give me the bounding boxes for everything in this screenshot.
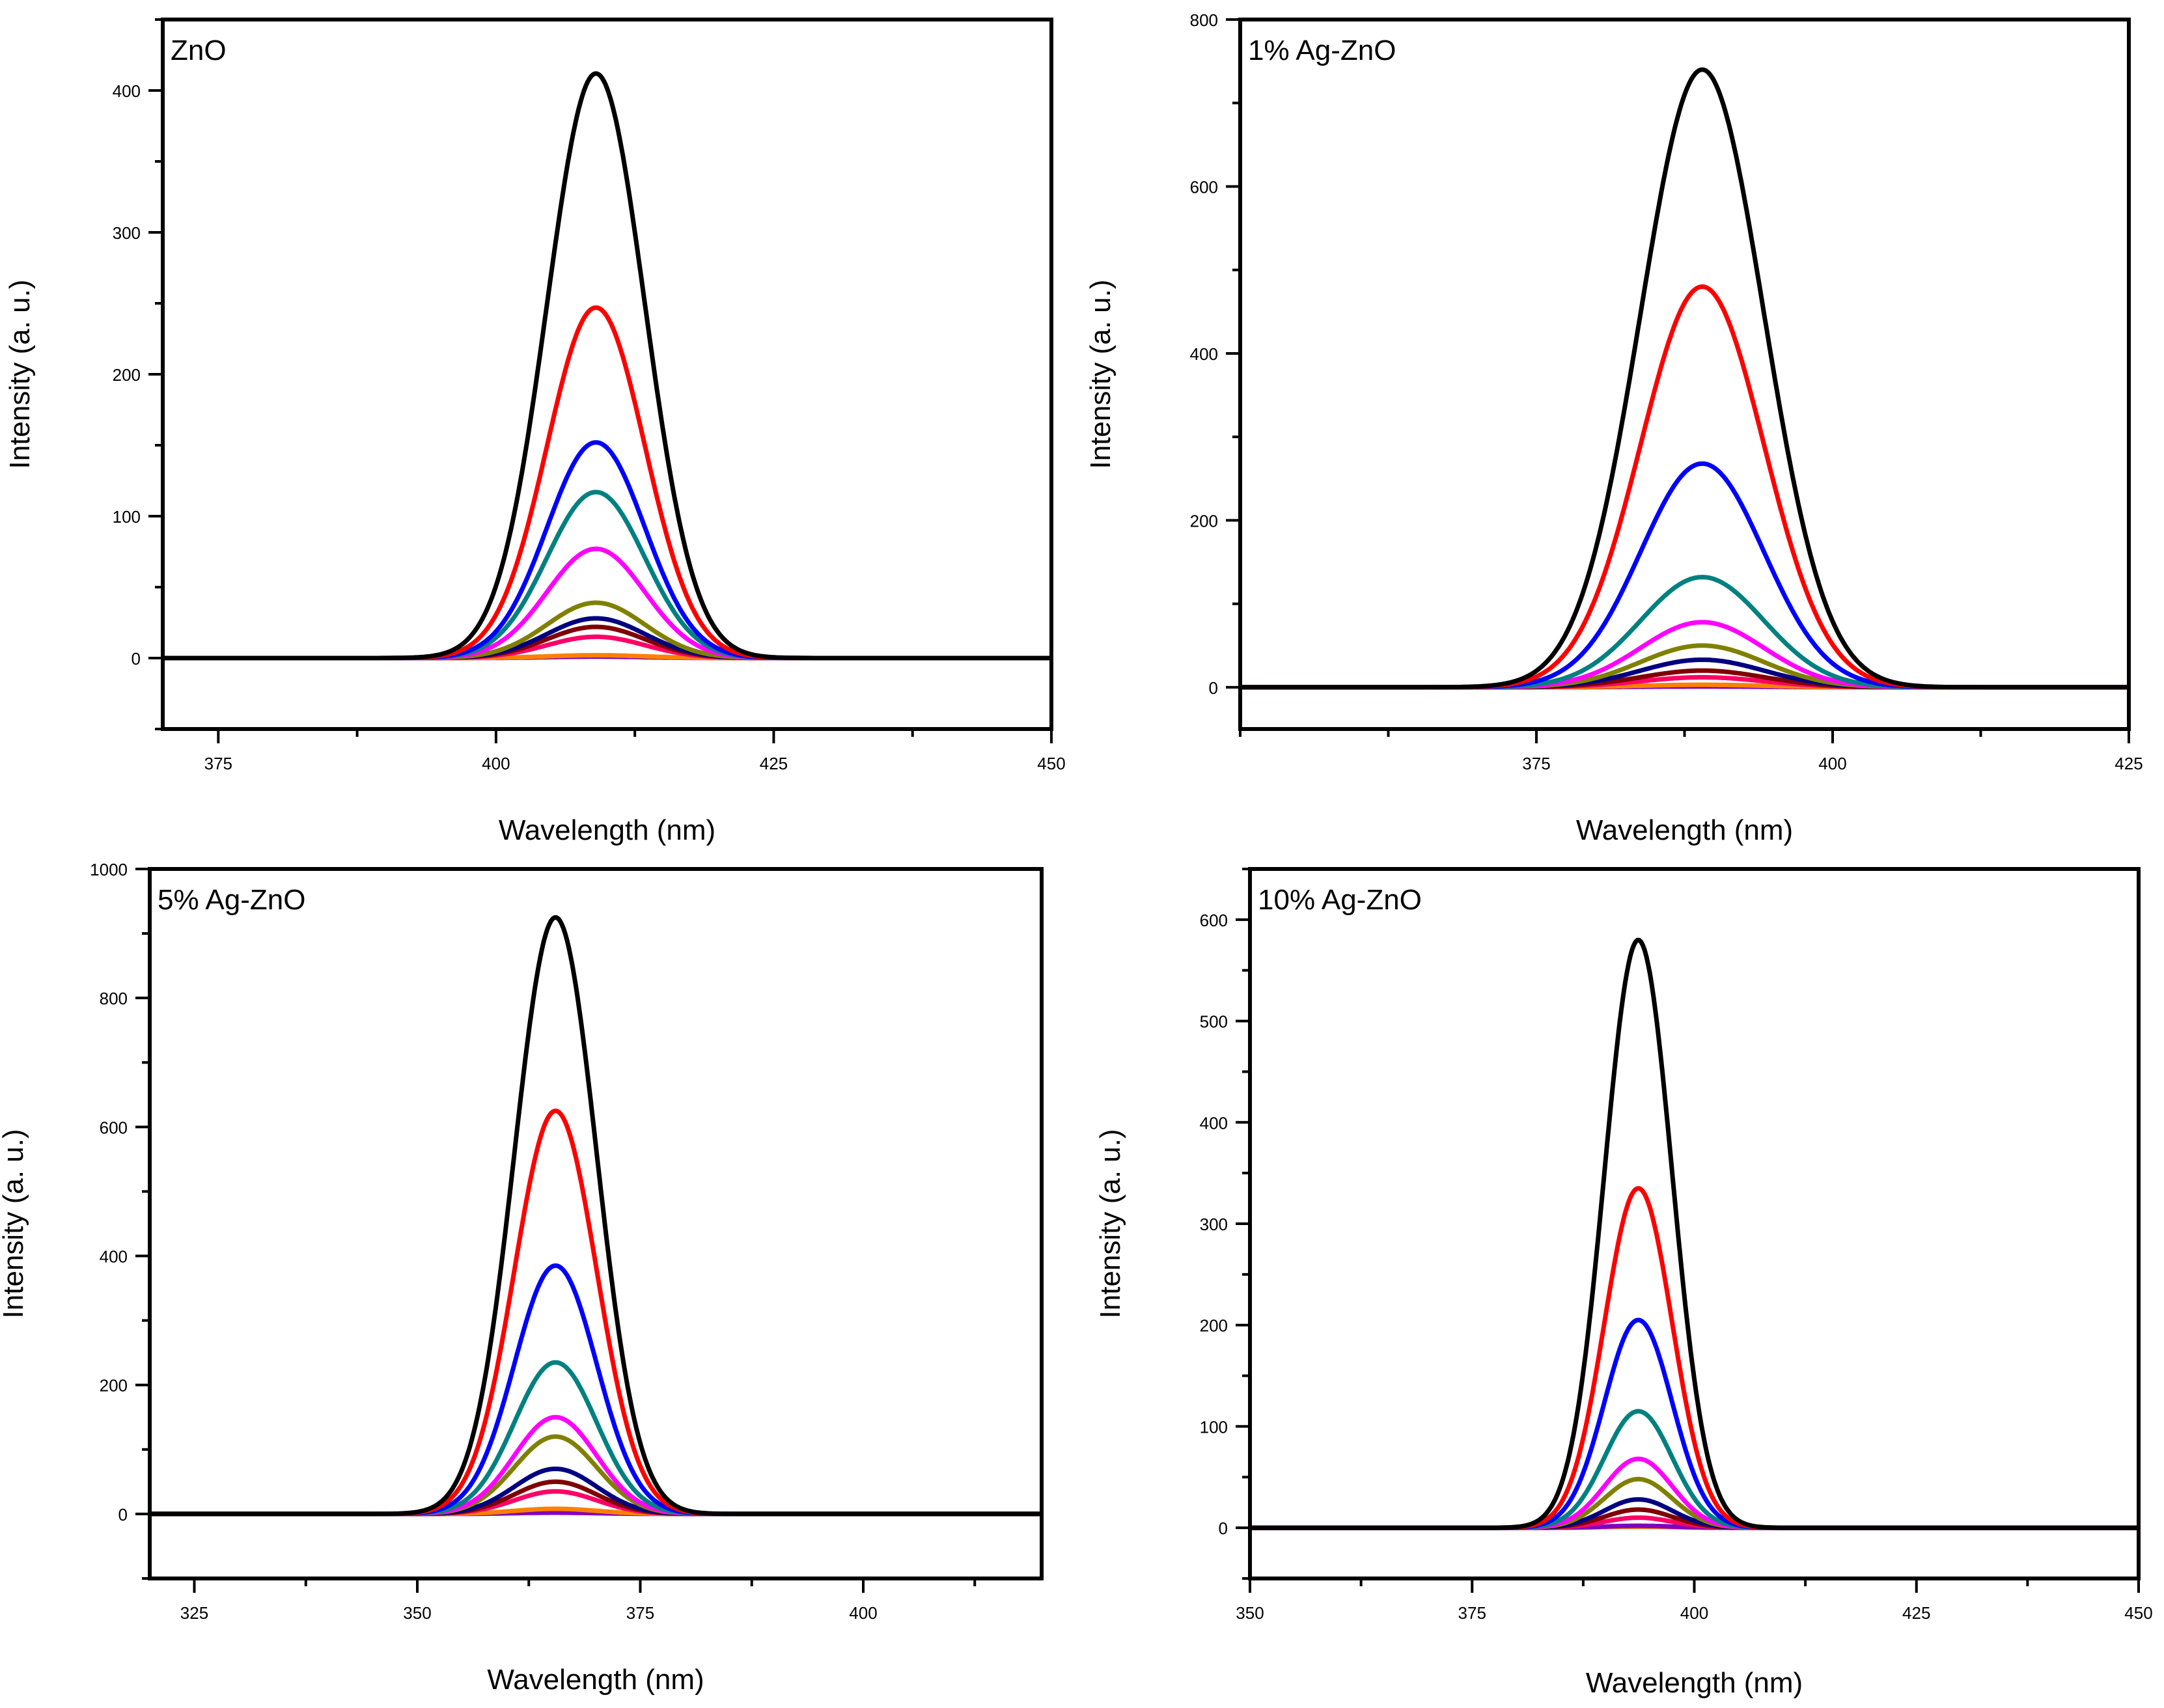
y-axis-label: Intensity (a. u.) xyxy=(1085,279,1117,469)
y-tick-label: 600 xyxy=(1200,911,1228,930)
series-line-4 xyxy=(163,489,1051,661)
y-tick-label: 400 xyxy=(1200,1113,1228,1133)
x-tick-label: 450 xyxy=(1037,754,1065,773)
x-tick-label: 400 xyxy=(1680,1603,1708,1623)
panel-title: 10% Ag-ZnO xyxy=(1258,884,1422,916)
series-line-3 xyxy=(150,1263,1042,1517)
x-tick-label: 400 xyxy=(1818,754,1846,773)
x-tick-label: 350 xyxy=(403,1603,431,1623)
plot-frame xyxy=(161,18,1053,731)
series-line-6 xyxy=(1240,643,2129,690)
y-tick-label: 600 xyxy=(100,1118,128,1137)
y-tick-label: 200 xyxy=(1190,511,1218,530)
y-tick-label: 1000 xyxy=(90,860,128,879)
y-axis-label: Intensity (a. u.) xyxy=(4,279,36,469)
x-axis-label: Wavelength (nm) xyxy=(1576,814,1793,846)
x-tick-label: 450 xyxy=(2124,1603,2152,1623)
series-group xyxy=(1240,67,2129,690)
y-tick-label: 500 xyxy=(1200,1012,1228,1032)
y-tick-label: 0 xyxy=(1219,1519,1228,1538)
panel-5pct-ag-zno: 325 350 375 400 0 200 400 600 800 1000 5% Ag-ZnO Wa… xyxy=(0,860,1044,1696)
y-tick-label: 100 xyxy=(113,507,141,527)
series-line-1 xyxy=(1240,67,2129,690)
x-tick-label: 350 xyxy=(1236,1603,1264,1623)
y-tick-label: 200 xyxy=(113,365,141,385)
y-tick-label: 300 xyxy=(1200,1215,1228,1234)
x-tick-label: 425 xyxy=(760,754,788,773)
y-tick-label: 0 xyxy=(118,1505,128,1524)
series-line-4 xyxy=(150,1360,1042,1517)
x-tick-label: 400 xyxy=(849,1603,877,1623)
y-tick-label: 300 xyxy=(113,223,141,243)
panel-title: 5% Ag-ZnO xyxy=(158,884,305,916)
series-line-3 xyxy=(1240,461,2129,690)
y-tick-label: 800 xyxy=(100,989,128,1008)
x-axis-label: Wavelength (nm) xyxy=(487,1664,704,1696)
series-line-6 xyxy=(163,600,1051,661)
x-tick-label: 375 xyxy=(204,754,232,773)
y-tick-label: 100 xyxy=(1200,1417,1228,1437)
y-tick-label: 400 xyxy=(100,1247,128,1267)
y-tick-label: 800 xyxy=(1190,10,1218,30)
series-line-7 xyxy=(150,1467,1042,1517)
x-tick-label: 375 xyxy=(1522,754,1550,773)
y-tick-label: 400 xyxy=(113,81,141,101)
panel-title: ZnO xyxy=(171,34,227,66)
x-tick-label: 425 xyxy=(1902,1603,1930,1623)
series-group xyxy=(1250,937,2139,1530)
y-tick-label: 600 xyxy=(1190,177,1218,197)
series-line-1 xyxy=(1250,937,2139,1530)
y-axis-label: Intensity (a. u.) xyxy=(1094,1129,1126,1318)
y-tick-label: 0 xyxy=(1209,678,1218,698)
plot-frame xyxy=(148,867,1044,1580)
y-tick-label: 200 xyxy=(100,1376,128,1396)
y-tick-label: 200 xyxy=(1200,1316,1228,1336)
series-group xyxy=(163,71,1051,661)
y-tick-label: 400 xyxy=(1190,344,1218,364)
x-axis-label: Wavelength (nm) xyxy=(1586,1667,1803,1699)
panel-10pct-ag-zno: 350 375 400 425 450 0 100 200 300 400 500 600 10% Ag… xyxy=(1094,867,2153,1699)
x-tick-label: 375 xyxy=(626,1603,654,1623)
series-group xyxy=(150,915,1042,1517)
x-tick-label: 400 xyxy=(482,754,510,773)
x-tick-label: 425 xyxy=(2115,754,2143,773)
y-axis-label: Intensity (a. u.) xyxy=(0,1129,29,1318)
x-tick-label: 325 xyxy=(180,1603,208,1623)
panel-1pct-ag-zno: 375 400 425 0 200 400 600 800 1% Ag-ZnO Wavelengt… xyxy=(1085,10,2143,846)
x-axis-label: Wavelength (nm) xyxy=(499,814,715,846)
x-tick-label: 375 xyxy=(1458,1603,1486,1623)
series-line-1 xyxy=(150,915,1042,1517)
y-tick-label: 0 xyxy=(132,649,141,668)
series-line-1 xyxy=(163,71,1051,661)
panel-title: 1% Ag-ZnO xyxy=(1248,34,1396,66)
panel-zno: 375 400 425 450 0 100 200 300 400 ZnO Wavelength (… xyxy=(4,18,1066,846)
